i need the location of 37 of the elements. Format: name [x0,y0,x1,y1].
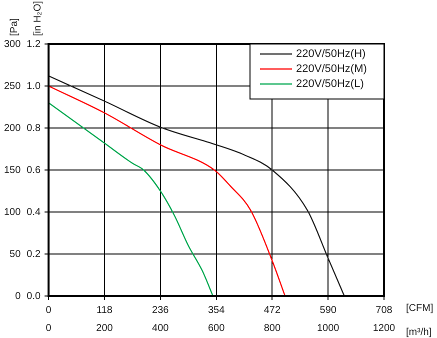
y-tick-label: 150 [4,164,22,176]
x2-tick-label: 118 [96,304,113,316]
y2-tick-label: 1.0 [26,80,42,92]
x2-tick-label: 354 [208,304,226,316]
x-tick-label: 0 [46,322,52,334]
x-axis-title: [m³/h] [406,326,432,338]
y2-axis-title: [in H₂O] [32,0,44,36]
x-tick-label: 600 [208,322,226,334]
x2-tick-label: 708 [376,304,393,316]
x2-tick-label: 236 [152,304,170,316]
x-tick-label: 1000 [316,322,340,334]
y-tick-label: 200 [4,122,22,134]
y-tick-label: 50 [10,248,22,260]
y2-tick-label: 0.2 [26,248,42,260]
legend-label: 220V/50Hz(M) [296,63,367,76]
y-tick-label: 300 [4,38,22,50]
x-tick-label: 200 [96,322,114,334]
y2-tick-label: 0.6 [26,164,42,176]
legend-label: 220V/50Hz(H) [296,48,366,60]
legend-label: 220V/50Hz(L) [296,78,364,90]
x2-tick-label: 590 [320,304,337,316]
x-tick-label: 800 [264,322,281,334]
x2-tick-label: 472 [264,304,281,316]
x-tick-label: 1200 [372,322,396,334]
y-tick-label: 250 [4,80,22,92]
y-tick-label: 100 [4,206,22,218]
y2-tick-label: 0.8 [26,122,42,134]
y2-tick-label: 1.2 [26,38,42,50]
line-series [48,102,214,296]
x-tick-label: 400 [152,322,170,334]
y-tick-label: 0 [15,290,22,302]
y2-tick-label: 0.4 [26,206,42,218]
y-axis-title: [Pa] [9,18,20,36]
x2-tick-label: 0 [46,304,52,316]
line-series [48,85,286,296]
x2-axis-title: [CFM] [406,302,434,314]
y2-tick-label: 0.0 [26,290,42,302]
